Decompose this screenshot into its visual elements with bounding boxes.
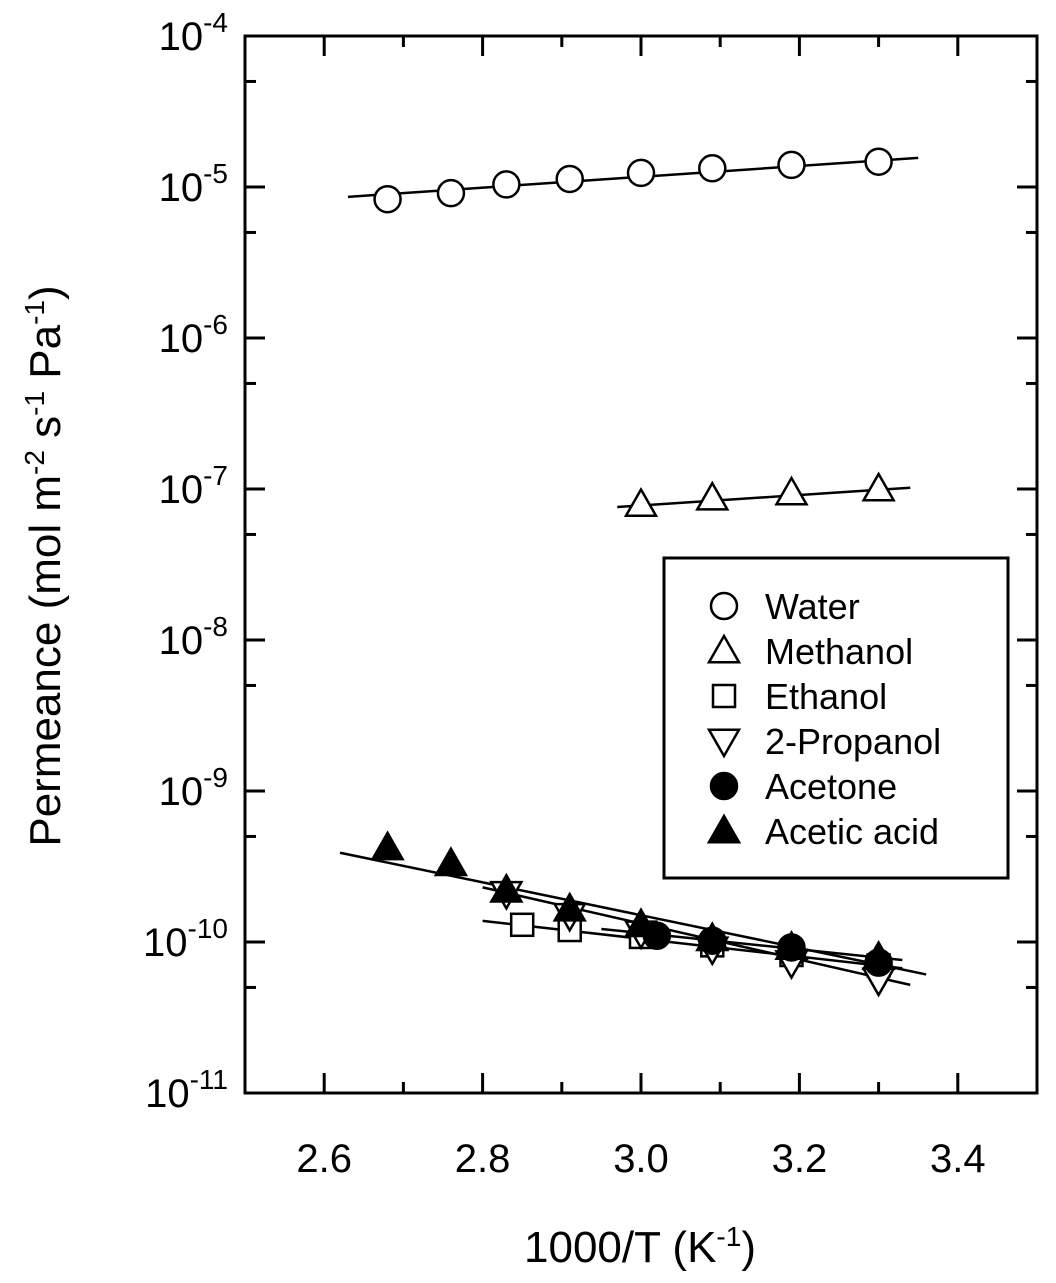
point-methanol (861, 471, 896, 502)
y-tick-label: 10-8 (159, 611, 228, 663)
axis-ticks (243, 34, 1039, 1095)
legend-label-acetic-acid: Acetic acid (765, 811, 939, 852)
x-tick-label: 3.4 (930, 1137, 986, 1181)
x-axis-title-tail: ) (741, 1223, 756, 1272)
fit-line-methanol (617, 486, 911, 509)
point-methanol (774, 475, 809, 506)
fit-line-2-propanol (482, 886, 911, 987)
legend-label-2-propanol: 2-Propanol (765, 721, 941, 762)
legend-marker-acetic-acid (706, 813, 742, 844)
y-tick-label: 10-9 (159, 762, 228, 814)
legend-marker-water (709, 591, 739, 621)
legend-marker-methanol (706, 633, 742, 664)
point-water (698, 154, 727, 183)
x-tick-label: 3.0 (613, 1137, 669, 1181)
point-water (492, 170, 521, 199)
y-tick-label: 10-10 (143, 913, 228, 965)
legend-label-water: Water (765, 586, 860, 627)
point-acetic-acid (774, 929, 809, 960)
point-methanol (623, 486, 659, 517)
point-acetic-acid (552, 891, 587, 922)
point-water (626, 158, 656, 188)
legend-label-ethanol: Ethanol (765, 676, 887, 717)
point-water (373, 184, 402, 214)
axis-tick-labels: 2.6 2.8 3.0 3.2 3.4 10-4 10-5 10-6 10-7 10-8 10-9 1… (143, 7, 986, 1181)
legend-marker-acetone (709, 771, 739, 801)
legend-label-methanol: Methanol (765, 631, 913, 672)
y-axis-title-sup: -2 (19, 450, 50, 475)
point-water (436, 178, 466, 208)
point-water (555, 164, 584, 194)
point-acetic-acid (695, 921, 730, 952)
point-acetic-acid (433, 846, 469, 877)
x-tick-label: 2.8 (455, 1137, 511, 1181)
y-tick-label: 10-5 (159, 158, 228, 210)
x-axis-title: 1000/T (K-1) (524, 1221, 756, 1272)
y-tick-label: 10-7 (159, 460, 228, 512)
point-acetic-acid (489, 872, 524, 903)
legend-marker-2-propanol (706, 728, 742, 759)
y-axis-title: Permeance (mol m-2 s-1 Pa-1) (19, 285, 70, 846)
x-tick-label: 2.6 (296, 1137, 352, 1181)
y-tick-label: 10-6 (159, 309, 228, 361)
data-points (370, 147, 896, 998)
y-tick-label: 10-4 (159, 7, 228, 59)
point-methanol (695, 480, 730, 511)
legend-label-acetone: Acetone (765, 766, 897, 807)
y-tick-label: 10-11 (145, 1064, 228, 1116)
point-water (864, 147, 893, 176)
point-ethanol (509, 912, 535, 938)
legend: WaterMethanolEthanol2-PropanolAcetoneAce… (662, 556, 1010, 880)
point-acetic-acid (861, 939, 896, 970)
fit-line-ethanol (482, 919, 903, 970)
x-tick-label: 3.2 (772, 1137, 828, 1181)
point-water (777, 150, 806, 180)
x-axis-title-sup: -1 (716, 1221, 741, 1252)
y-axis-title-sup: -1 (19, 391, 50, 416)
legend-marker-ethanol (711, 683, 737, 709)
point-acetic-acid (370, 830, 405, 861)
point-acetic-acid (623, 907, 659, 938)
y-axis-title-sup: -1 (19, 300, 50, 325)
